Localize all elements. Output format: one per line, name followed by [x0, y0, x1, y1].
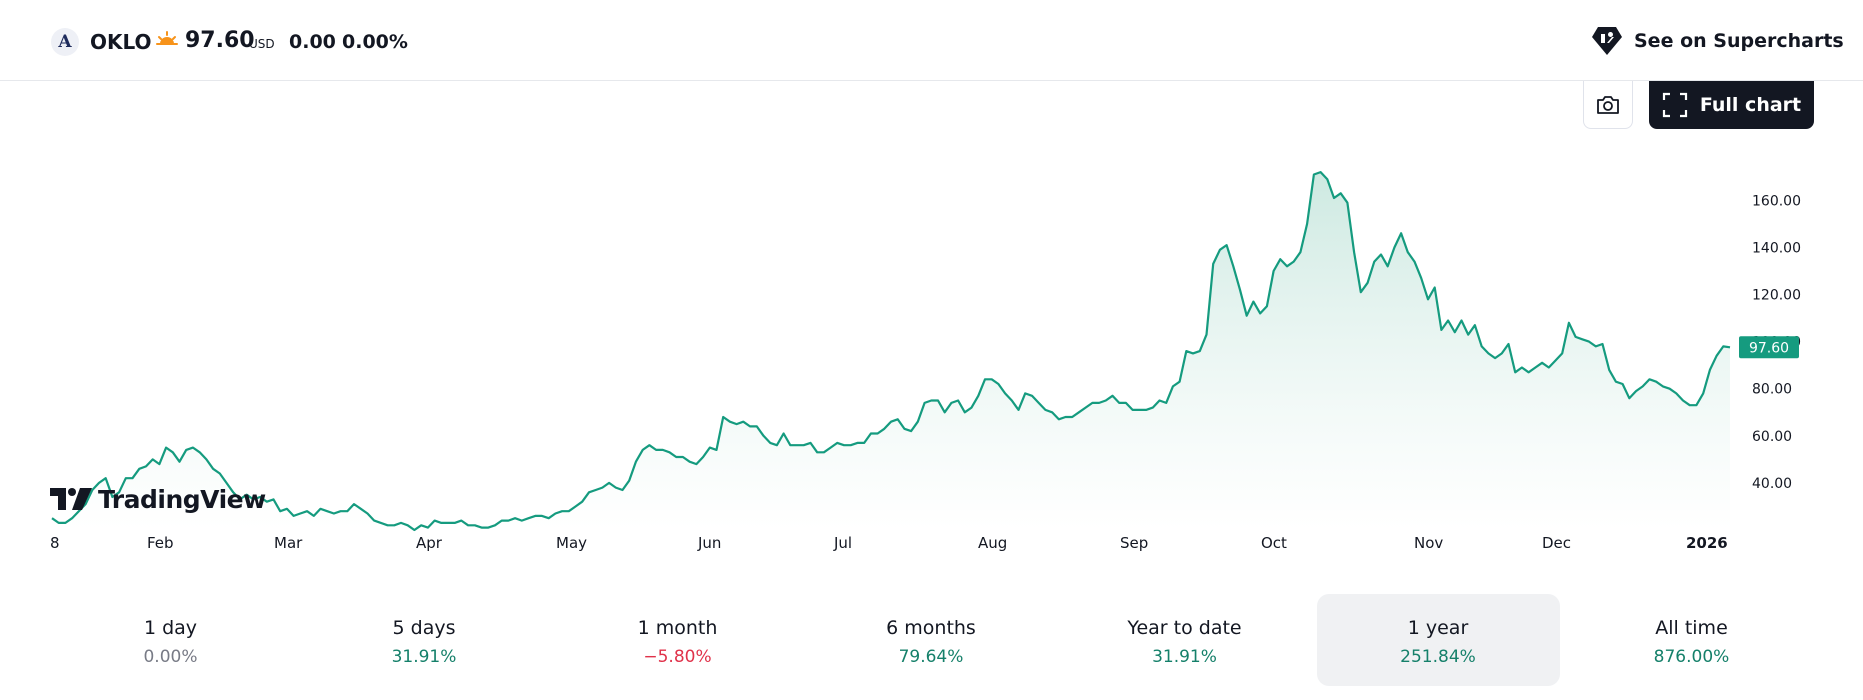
x-tick-label: Mar	[274, 534, 303, 552]
tradingview-logo[interactable]: TradingView	[50, 484, 266, 514]
period-tab[interactable]: 6 months 79.64%	[810, 594, 1053, 686]
period-change-value: 251.84%	[1400, 647, 1476, 667]
y-tick-label: 120.00	[1752, 288, 1801, 304]
price-change-percent: 0.00%	[342, 31, 408, 53]
x-tick-label: Oct	[1261, 534, 1287, 552]
price-change: 0.00	[289, 31, 336, 53]
last-price-badge-label: 97.60	[1749, 340, 1789, 356]
tradingview-wordmark: TradingView	[98, 484, 266, 514]
x-tick-label: Dec	[1542, 534, 1571, 552]
period-tab[interactable]: Year to date 31.91%	[1063, 594, 1306, 686]
period-label: All time	[1655, 617, 1728, 639]
period-change-value: 0.00%	[143, 647, 198, 667]
period-change-value: 876.00%	[1653, 647, 1730, 667]
x-tick-label: Jul	[833, 534, 852, 552]
last-price-tag: 97.60	[1739, 336, 1799, 359]
currency-label: USD	[249, 37, 275, 51]
fullscreen-icon	[1662, 92, 1687, 118]
tradingview-logo-icon	[50, 488, 92, 510]
period-tab[interactable]: 1 year 251.84%	[1316, 594, 1560, 686]
x-tick-label: Apr	[416, 534, 443, 552]
chart-area	[51, 171, 1731, 532]
snapshot-button[interactable]	[1583, 81, 1633, 129]
last-price-badge	[1739, 336, 1799, 359]
supercharts-label: See on Supercharts	[1634, 30, 1844, 52]
performance-periods: 1 day 0.00% 5 days 31.91% 1 month −5.80% 6 mon…	[44, 594, 1820, 686]
price-line	[51, 171, 1731, 532]
see-on-supercharts-link[interactable]: See on Supercharts	[1590, 24, 1844, 58]
period-tab[interactable]: 1 day 0.00%	[49, 594, 292, 686]
y-tick-label: 80.00	[1752, 382, 1792, 398]
period-label: 1 day	[143, 617, 198, 639]
period-label: 1 month	[637, 617, 718, 639]
area-fill	[52, 172, 1730, 530]
period-label: 1 year	[1407, 617, 1469, 639]
period-label: Year to date	[1127, 617, 1242, 639]
full-chart-button[interactable]: Full chart	[1649, 81, 1814, 129]
period-label: 5 days	[392, 617, 456, 639]
tradingview-icon	[1592, 27, 1622, 55]
y-tick-label: 60.00	[1752, 429, 1792, 445]
ticker-symbol[interactable]: OKLO	[90, 30, 152, 54]
period-tab[interactable]: 5 days 31.91%	[303, 594, 546, 686]
x-tick-label: Feb	[147, 534, 174, 552]
period-change-value: 31.91%	[391, 647, 457, 667]
sun-icon	[156, 31, 178, 45]
period-change-value: −5.80%	[643, 647, 712, 667]
x-tick-label: Nov	[1414, 534, 1443, 552]
symbol-header: A OKLO 97.60 USD 0.00 0.00% See on Super…	[0, 0, 1863, 81]
y-tick-label: 160.00	[1752, 193, 1801, 209]
period-label: 6 months	[886, 617, 976, 639]
x-tick-label: Jun	[697, 534, 721, 552]
symbol-logo[interactable]: A	[51, 28, 79, 56]
x-tick-label: Sep	[1120, 534, 1148, 552]
x-tick-label: Aug	[978, 534, 1007, 552]
last-price: 97.60	[185, 28, 255, 53]
period-tab[interactable]: All time 876.00%	[1570, 594, 1813, 686]
y-tick-label: 40.00	[1752, 476, 1792, 492]
x-axis: 8 Feb Mar Apr May Jun Jul Aug Sep Oct Nov Dec 2026	[50, 534, 1728, 552]
x-tick-label: 2026	[1686, 534, 1728, 552]
price-chart[interactable]: 40.0060.0080.00100.00120.00140.00160.00 …	[0, 130, 1863, 560]
period-tab[interactable]: 1 month −5.80%	[556, 594, 799, 686]
x-tick-label: May	[556, 534, 587, 552]
camera-icon	[1597, 95, 1619, 114]
full-chart-label: Full chart	[1699, 94, 1802, 116]
period-change-value: 31.91%	[1152, 647, 1217, 667]
y-tick-label: 140.00	[1752, 241, 1801, 257]
period-change-value: 79.64%	[898, 647, 964, 667]
x-tick-label: 8	[50, 534, 60, 552]
